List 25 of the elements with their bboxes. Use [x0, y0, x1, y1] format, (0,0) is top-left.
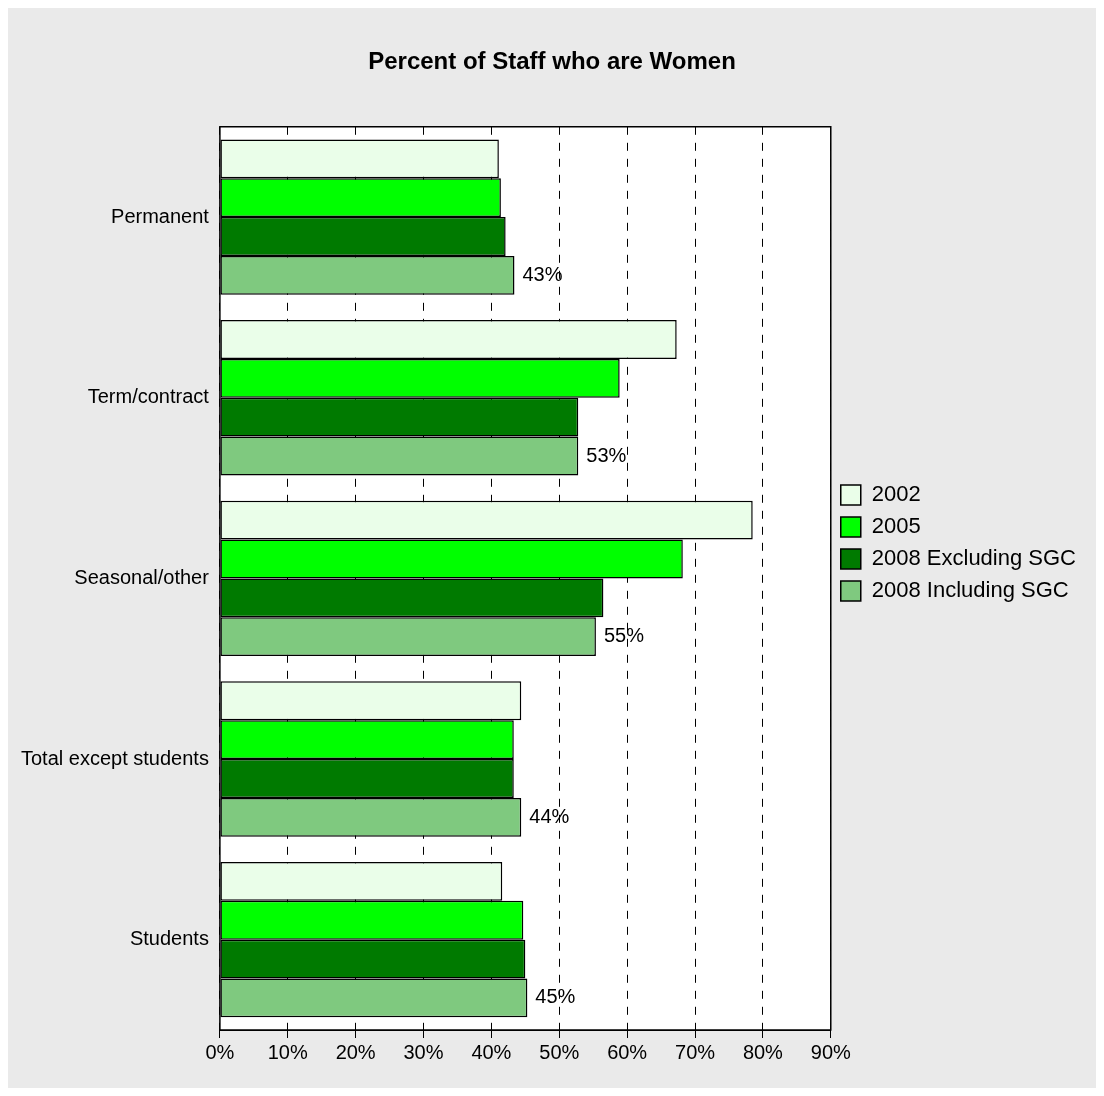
data-label: 44%: [529, 804, 570, 827]
y-tick-label: Term/contract: [87, 385, 210, 408]
x-tick-label: 60%: [607, 1040, 648, 1063]
y-tick-label: Permanent: [111, 204, 210, 227]
legend-label: 2008 Including SGC: [871, 577, 1069, 603]
x-tick-label: 90%: [810, 1040, 851, 1063]
x-tick-label: 10%: [267, 1040, 308, 1063]
data-label: 43%: [522, 262, 563, 285]
x-tick-label: 20%: [335, 1040, 376, 1063]
x-tick-label: 50%: [539, 1040, 580, 1063]
legend-label: 2008 Excluding SGC: [871, 545, 1077, 571]
y-tick-label: Seasonal/other: [74, 565, 210, 588]
data-label: 53%: [586, 443, 627, 466]
y-tick-label: Total except students: [21, 746, 209, 769]
x-tick-label: 80%: [742, 1040, 784, 1063]
x-tick-label: 70%: [675, 1040, 716, 1063]
x-tick-label: 0%: [205, 1040, 235, 1063]
x-tick-label: 40%: [471, 1040, 512, 1063]
legend-label: 2005: [871, 513, 921, 539]
x-tick-label: 30%: [403, 1040, 444, 1063]
data-label: 55%: [603, 624, 645, 647]
legend-label: 2002: [871, 481, 921, 507]
data-label: 45%: [535, 985, 576, 1008]
y-tick-label: Students: [129, 927, 209, 950]
chart-title: Percent of Staff who are Women: [368, 47, 736, 75]
